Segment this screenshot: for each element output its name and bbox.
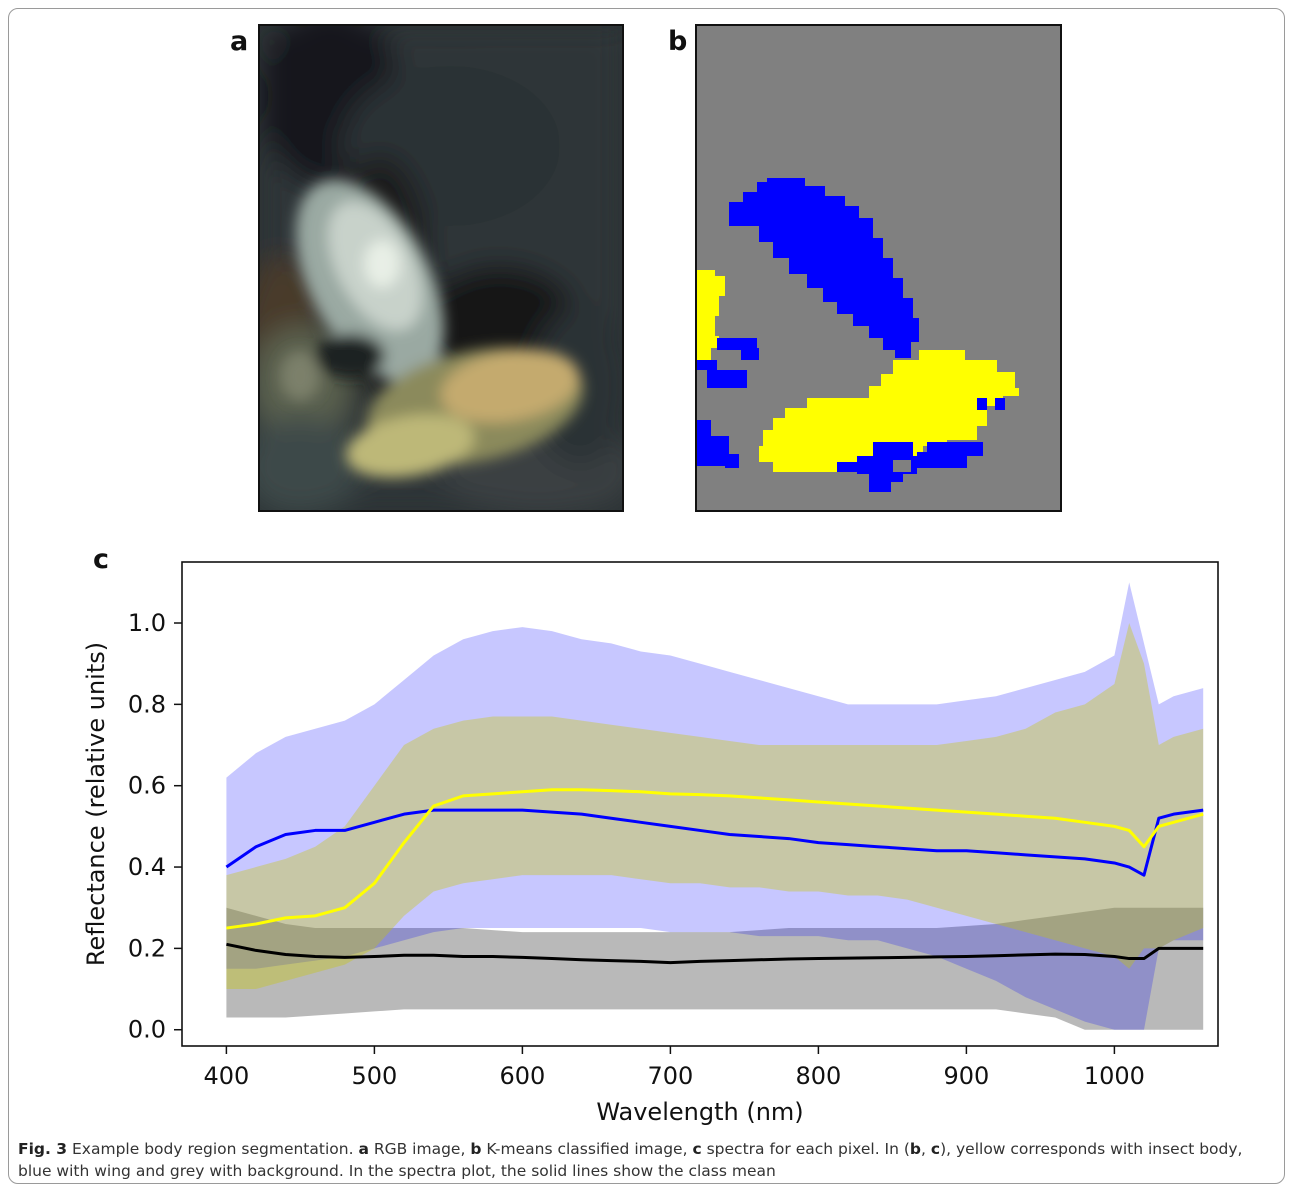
caption-c: c (692, 1140, 702, 1158)
x-tick-label: 1000 (1084, 1062, 1145, 1090)
x-tick-label: 900 (943, 1062, 989, 1090)
caption-intro: Example body region segmentation. (72, 1140, 354, 1158)
plot-frame (181, 561, 1219, 1047)
caption-a-text: RGB image, (373, 1140, 466, 1158)
pixel-spectra-bands (226, 582, 1204, 1030)
class-mean-line (226, 942, 1204, 965)
caption-b: b (470, 1140, 482, 1158)
x-tick-label: 800 (795, 1062, 841, 1090)
y-axis-ticks: 0.0 0.2 0.4 0.6 0.8 1.0 (128, 609, 182, 1044)
classified-image (695, 24, 1062, 512)
y-tick-label: 0.0 (128, 1016, 166, 1044)
caption-a: a (358, 1140, 369, 1158)
x-axis-ticks: 400 500 600 700 800 900 1000 (203, 1046, 1145, 1090)
figure-caption: Fig. 3 Example body region segmentation.… (18, 1138, 1268, 1182)
class-mean-line (226, 788, 1204, 930)
caption-b2: b (909, 1140, 922, 1158)
class-mean-lines (225, 788, 1204, 965)
y-tick-label: 0.2 (128, 934, 166, 962)
spectra-chart: 400 500 600 700 800 900 1000 0.0 0.2 0.4 0.6 0.8 1.… (82, 561, 1219, 1126)
y-tick-label: 1.0 (128, 609, 166, 637)
y-tick-label: 0.4 (128, 853, 166, 881)
caption-sep: , (921, 1140, 931, 1158)
y-tick-label: 0.8 (128, 690, 166, 718)
figure-frame (8, 8, 1285, 1184)
body-region (759, 350, 1019, 472)
y-tick-label: 0.6 (128, 772, 166, 800)
panel-b-label: b (668, 26, 688, 57)
x-tick-label: 600 (499, 1062, 545, 1090)
y-axis-label: Reflectance (relative units) (82, 642, 110, 966)
caption-fig-label: Fig. 3 (18, 1140, 68, 1158)
x-tick-label: 500 (351, 1062, 397, 1090)
caption-c-text: spectra for each pixel. In ( (706, 1140, 910, 1158)
wing-region (729, 178, 919, 358)
caption-rest: ), yellow corresponds with insect body, … (18, 1140, 1243, 1180)
spectra-band (226, 623, 1204, 990)
caption-c2: c (930, 1140, 941, 1158)
x-tick-label: 700 (647, 1062, 693, 1090)
spectra-band (226, 907, 1204, 1030)
caption-b-text: K-means classified image, (486, 1140, 688, 1158)
rgb-image (258, 24, 624, 512)
spectra-band (226, 582, 1204, 1030)
x-tick-label: 400 (203, 1062, 249, 1090)
panel-a-label: a (230, 26, 249, 57)
x-axis-label: Wavelength (nm) (596, 1098, 803, 1126)
panel-c-label: c (93, 544, 110, 575)
class-mean-line (225, 808, 1204, 877)
